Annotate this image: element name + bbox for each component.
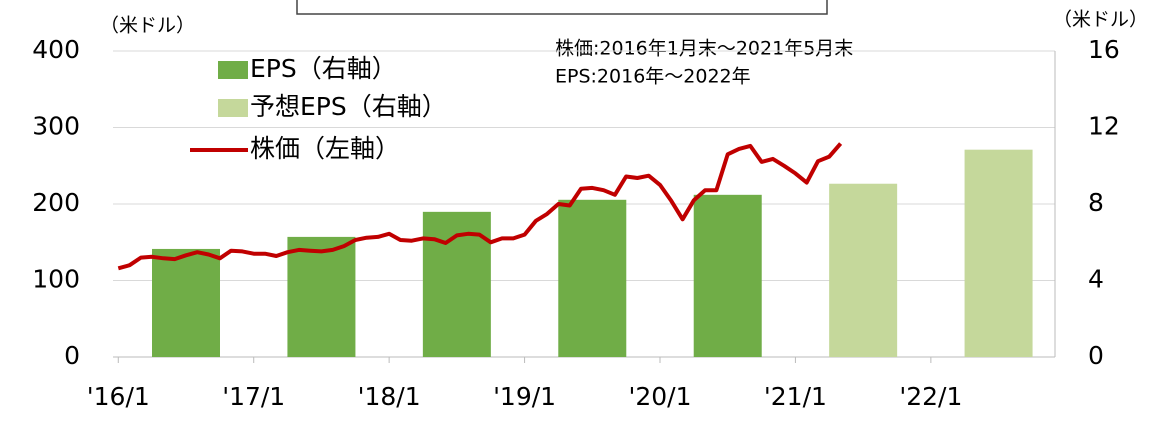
x-tick-label: '18/1 (358, 382, 421, 411)
legend-swatch (218, 99, 248, 117)
legend-label: 株価（左軸） (250, 134, 400, 163)
y-tick-label: 300 (32, 112, 80, 141)
x-tick-label: '19/1 (493, 382, 556, 411)
y-tick-label: 100 (32, 265, 80, 294)
bar (693, 194, 762, 357)
y-axis-label: （米ドル） (100, 15, 195, 37)
bar (964, 149, 1033, 357)
legend-label: EPS（右軸） (250, 54, 397, 83)
x-tick-label: '20/1 (628, 382, 691, 411)
y2-tick-label: 0 (1088, 341, 1104, 370)
legend-swatch (218, 61, 248, 79)
y2-tick-label: 4 (1088, 265, 1104, 294)
y2-tick-label: 16 (1088, 35, 1120, 64)
y-tick-label: 400 (32, 35, 80, 64)
x-tick-label: '22/1 (899, 382, 962, 411)
y-tick-label: 0 (64, 341, 80, 370)
annotation: 株価:2016年1月末～2021年5月末 (555, 38, 853, 60)
x-tick-label: '16/1 (87, 382, 150, 411)
annotation: EPS:2016年～2022年 (555, 66, 751, 88)
y2-tick-label: 12 (1088, 112, 1120, 141)
frame-box (296, 0, 828, 15)
y2-axis-label: （米ドル） (1053, 9, 1148, 31)
x-tick-label: '21/1 (764, 382, 827, 411)
x-tick-label: '17/1 (222, 382, 285, 411)
y2-tick-label: 8 (1088, 188, 1104, 217)
bar (558, 199, 627, 357)
y-tick-label: 200 (32, 188, 80, 217)
price-line (117, 142, 843, 271)
legend-label: 予想EPS（右軸） (250, 92, 447, 121)
bar (287, 236, 356, 357)
bar (152, 248, 220, 357)
bar (829, 183, 898, 357)
